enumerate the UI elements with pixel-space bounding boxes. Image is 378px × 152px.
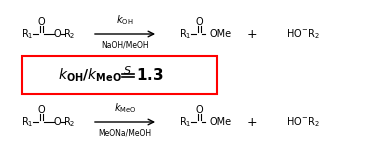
Text: R$_2$: R$_2$: [63, 115, 75, 129]
Text: O: O: [37, 105, 45, 115]
Text: O: O: [53, 117, 61, 127]
Text: +: +: [247, 116, 257, 128]
Text: $k_{\mathrm{MeO}}$: $k_{\mathrm{MeO}}$: [114, 101, 136, 115]
Text: $k_{\mathrm{OH}}$: $k_{\mathrm{OH}}$: [116, 13, 134, 27]
Bar: [22, 56, 217, 94]
Text: $\mathit{S}$: $\mathit{S}$: [123, 64, 132, 76]
Text: O: O: [37, 17, 45, 27]
Text: MeONa/MeOH: MeONa/MeOH: [98, 128, 152, 137]
Text: O: O: [195, 17, 203, 27]
Text: R$_1$: R$_1$: [179, 27, 191, 41]
Text: HO$^{-}$R$_2$: HO$^{-}$R$_2$: [286, 115, 320, 129]
Text: O: O: [195, 105, 203, 115]
Text: $\mathbf{\mathit{k}_\mathregular{OH}}$$\mathbf{/\mathit{k}_\mathregular{MeO}}$: $\mathbf{\mathit{k}_\mathregular{OH}}$$\…: [57, 66, 121, 84]
Text: R$_2$: R$_2$: [63, 27, 75, 41]
Text: +: +: [247, 28, 257, 40]
Text: R$_1$: R$_1$: [179, 115, 191, 129]
Text: HO$^{-}$R$_2$: HO$^{-}$R$_2$: [286, 27, 320, 41]
Text: OMe: OMe: [210, 29, 232, 39]
Text: R$_1$: R$_1$: [21, 27, 33, 41]
Text: OMe: OMe: [210, 117, 232, 127]
Text: R$_1$: R$_1$: [21, 115, 33, 129]
Text: NaOH/MeOH: NaOH/MeOH: [101, 40, 149, 49]
Text: O: O: [53, 29, 61, 39]
Text: $\mathbf{1.3}$: $\mathbf{1.3}$: [136, 67, 163, 83]
